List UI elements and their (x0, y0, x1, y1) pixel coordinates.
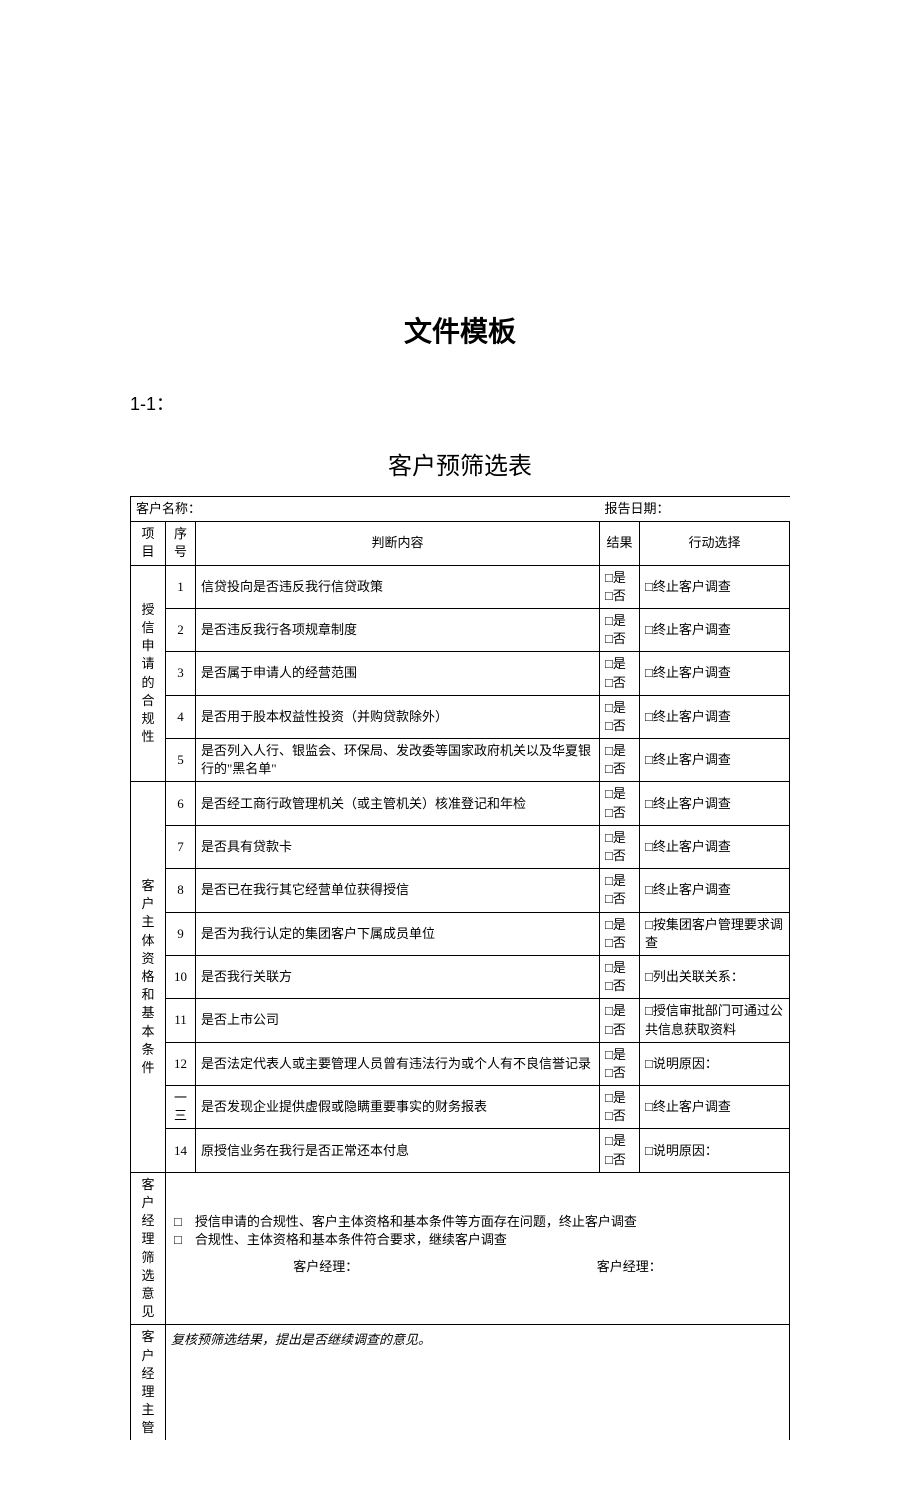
row-content: 是否经工商行政管理机关（或主管机关）核准登记和年检 (196, 782, 600, 825)
section-number: 1-1： (130, 390, 790, 416)
row-action: □终止客户调查 (640, 825, 790, 868)
table-row: 7 是否具有贷款卡 □是□否 □终止客户调查 (131, 825, 790, 868)
prescreen-table: 客户名称： 报告日期： 项目 序号 判断内容 结果 行动选择 授信申请的合规性 … (130, 496, 790, 1440)
opinion-option-2: □ 合规性、主体资格和基本条件符合要求，继续客户调查 (174, 1231, 781, 1249)
row-action: □说明原因： (640, 1042, 790, 1085)
main-title: 文件模板 (130, 310, 790, 350)
table-row: 4 是否用于股本权益性投资（并购贷款除外） □是□否 □终止客户调查 (131, 695, 790, 738)
row-num: 3 (166, 652, 196, 695)
table-row: 12 是否法定代表人或主要管理人员曾有违法行为或个人有不良信誉记录 □是□否 □… (131, 1042, 790, 1085)
table-row: 14 原授信业务在我行是否正常还本付息 □是□否 □说明原因： (131, 1129, 790, 1172)
row-result: □是□否 (600, 912, 640, 955)
row-content: 信贷投向是否违反我行信贷政策 (196, 565, 600, 608)
row-content: 是否发现企业提供虚假或隐瞒重要事实的财务报表 (196, 1086, 600, 1129)
row-action: □终止客户调查 (640, 1086, 790, 1129)
row-content: 是否用于股本权益性投资（并购贷款除外） (196, 695, 600, 738)
row-action: □按集团客户管理要求调查 (640, 912, 790, 955)
row-content: 是否法定代表人或主要管理人员曾有违法行为或个人有不良信誉记录 (196, 1042, 600, 1085)
table-row: 一三 是否发现企业提供虚假或隐瞒重要事实的财务报表 □是□否 □终止客户调查 (131, 1086, 790, 1129)
row-num: 14 (166, 1129, 196, 1172)
table-row: 2 是否违反我行各项规章制度 □是□否 □终止客户调查 (131, 608, 790, 651)
row-result: □是□否 (600, 608, 640, 651)
supervisor-label: 客 户经 理主 管 (131, 1325, 166, 1441)
row-result: □是□否 (600, 652, 640, 695)
row-action: □终止客户调查 (640, 608, 790, 651)
row-result: □是□否 (600, 739, 640, 782)
table-row: 8 是否已在我行其它经营单位获得授信 □是□否 □终止客户调查 (131, 869, 790, 912)
row-action: □终止客户调查 (640, 565, 790, 608)
table-row: 9 是否为我行认定的集团客户下属成员单位 □是□否 □按集团客户管理要求调查 (131, 912, 790, 955)
col-project: 项目 (131, 522, 166, 565)
row-action: □授信审批部门可通过公共信息获取资料 (640, 999, 790, 1042)
row-num: 6 (166, 782, 196, 825)
row-content: 是否列入人行、银监会、环保局、发改委等国家政府机关以及华夏银行的"黑名单" (196, 739, 600, 782)
row-content: 是否属于申请人的经营范围 (196, 652, 600, 695)
row-result: □是□否 (600, 825, 640, 868)
row-action: □说明原因： (640, 1129, 790, 1172)
row-num: 11 (166, 999, 196, 1042)
col-result: 结果 (600, 522, 640, 565)
supervisor-content: 复核预筛选结果，提出是否继续调查的意见。 (166, 1325, 790, 1441)
group2-label: 客户主体资格和基本条件 (131, 782, 166, 1172)
table-row: 客户主体资格和基本条件 6 是否经工商行政管理机关（或主管机关）核准登记和年检 … (131, 782, 790, 825)
row-result: □是□否 (600, 1086, 640, 1129)
row-num: 1 (166, 565, 196, 608)
row-content: 原授信业务在我行是否正常还本付息 (196, 1129, 600, 1172)
row-result: □是□否 (600, 869, 640, 912)
row-result: □是□否 (600, 565, 640, 608)
row-action: □终止客户调查 (640, 739, 790, 782)
opinion-option-1: □ 授信申请的合规性、客户主体资格和基本条件等方面存在问题，终止客户调查 (174, 1213, 781, 1231)
supervisor-row: 客 户经 理主 管 复核预筛选结果，提出是否继续调查的意见。 (131, 1325, 790, 1441)
row-num: 8 (166, 869, 196, 912)
row-num: 10 (166, 955, 196, 998)
table-row: 授信申请的合规性 1 信贷投向是否违反我行信贷政策 □是□否 □终止客户调查 (131, 565, 790, 608)
row-num: 9 (166, 912, 196, 955)
sign-label-2: 客户经理： (597, 1258, 662, 1276)
col-content: 判断内容 (196, 522, 600, 565)
col-num: 序号 (166, 522, 196, 565)
table-row: 5 是否列入人行、银监会、环保局、发改委等国家政府机关以及华夏银行的"黑名单" … (131, 739, 790, 782)
row-result: □是□否 (600, 695, 640, 738)
row-num: 5 (166, 739, 196, 782)
table-row: 11 是否上市公司 □是□否 □授信审批部门可通过公共信息获取资料 (131, 999, 790, 1042)
row-content: 是否上市公司 (196, 999, 600, 1042)
row-content: 是否已在我行其它经营单位获得授信 (196, 869, 600, 912)
row-action: □终止客户调查 (640, 695, 790, 738)
row-result: □是□否 (600, 955, 640, 998)
table-row: 10 是否我行关联方 □是□否 □列出关联关系： (131, 955, 790, 998)
row-action: □终止客户调查 (640, 869, 790, 912)
row-content: 是否具有贷款卡 (196, 825, 600, 868)
row-content: 是否违反我行各项规章制度 (196, 608, 600, 651)
col-action: 行动选择 (640, 522, 790, 565)
row-action: □终止客户调查 (640, 652, 790, 695)
group1-label: 授信申请的合规性 (131, 565, 166, 782)
report-date-label: 报告日期： (600, 497, 790, 522)
row-result: □是□否 (600, 1129, 640, 1172)
row-result: □是□否 (600, 782, 640, 825)
row-content: 是否我行关联方 (196, 955, 600, 998)
row-content: 是否为我行认定的集团客户下属成员单位 (196, 912, 600, 955)
row-num: 4 (166, 695, 196, 738)
sign-label-1: 客户经理： (293, 1258, 358, 1276)
row-action: □列出关联关系： (640, 955, 790, 998)
column-header-row: 项目 序号 判断内容 结果 行动选择 (131, 522, 790, 565)
row-num: 12 (166, 1042, 196, 1085)
top-header-row: 客户名称： 报告日期： (131, 497, 790, 522)
row-num: 一三 (166, 1086, 196, 1129)
row-num: 2 (166, 608, 196, 651)
row-num: 7 (166, 825, 196, 868)
row-result: □是□否 (600, 999, 640, 1042)
client-name-label: 客户名称： (131, 497, 600, 522)
row-action: □终止客户调查 (640, 782, 790, 825)
row-result: □是□否 (600, 1042, 640, 1085)
subtitle: 客户预筛选表 (130, 446, 790, 481)
table-row: 3 是否属于申请人的经营范围 □是□否 □终止客户调查 (131, 652, 790, 695)
